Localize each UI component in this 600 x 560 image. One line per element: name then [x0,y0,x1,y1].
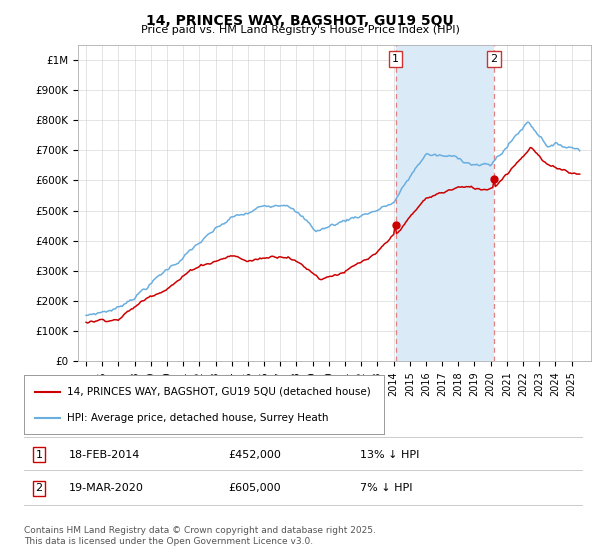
Text: Price paid vs. HM Land Registry's House Price Index (HPI): Price paid vs. HM Land Registry's House … [140,25,460,35]
Bar [395,45,494,361]
Text: 2: 2 [491,54,497,64]
Text: 13% ↓ HPI: 13% ↓ HPI [360,450,419,460]
Text: 2: 2 [35,483,43,493]
Text: 14, PRINCES WAY, BAGSHOT, GU19 5QU: 14, PRINCES WAY, BAGSHOT, GU19 5QU [146,14,454,28]
Text: 1: 1 [35,450,43,460]
Text: 14, PRINCES WAY, BAGSHOT, GU19 5QU (detached house): 14, PRINCES WAY, BAGSHOT, GU19 5QU (deta… [67,386,371,396]
Text: Contains HM Land Registry data © Crown copyright and database right 2025.
This d: Contains HM Land Registry data © Crown c… [24,526,376,546]
Text: 1: 1 [392,54,399,64]
Text: 19-MAR-2020: 19-MAR-2020 [69,483,144,493]
Text: HPI: Average price, detached house, Surrey Heath: HPI: Average price, detached house, Surr… [67,413,329,423]
Text: £605,000: £605,000 [228,483,281,493]
Text: 7% ↓ HPI: 7% ↓ HPI [360,483,413,493]
Text: 18-FEB-2014: 18-FEB-2014 [69,450,140,460]
Text: £452,000: £452,000 [228,450,281,460]
